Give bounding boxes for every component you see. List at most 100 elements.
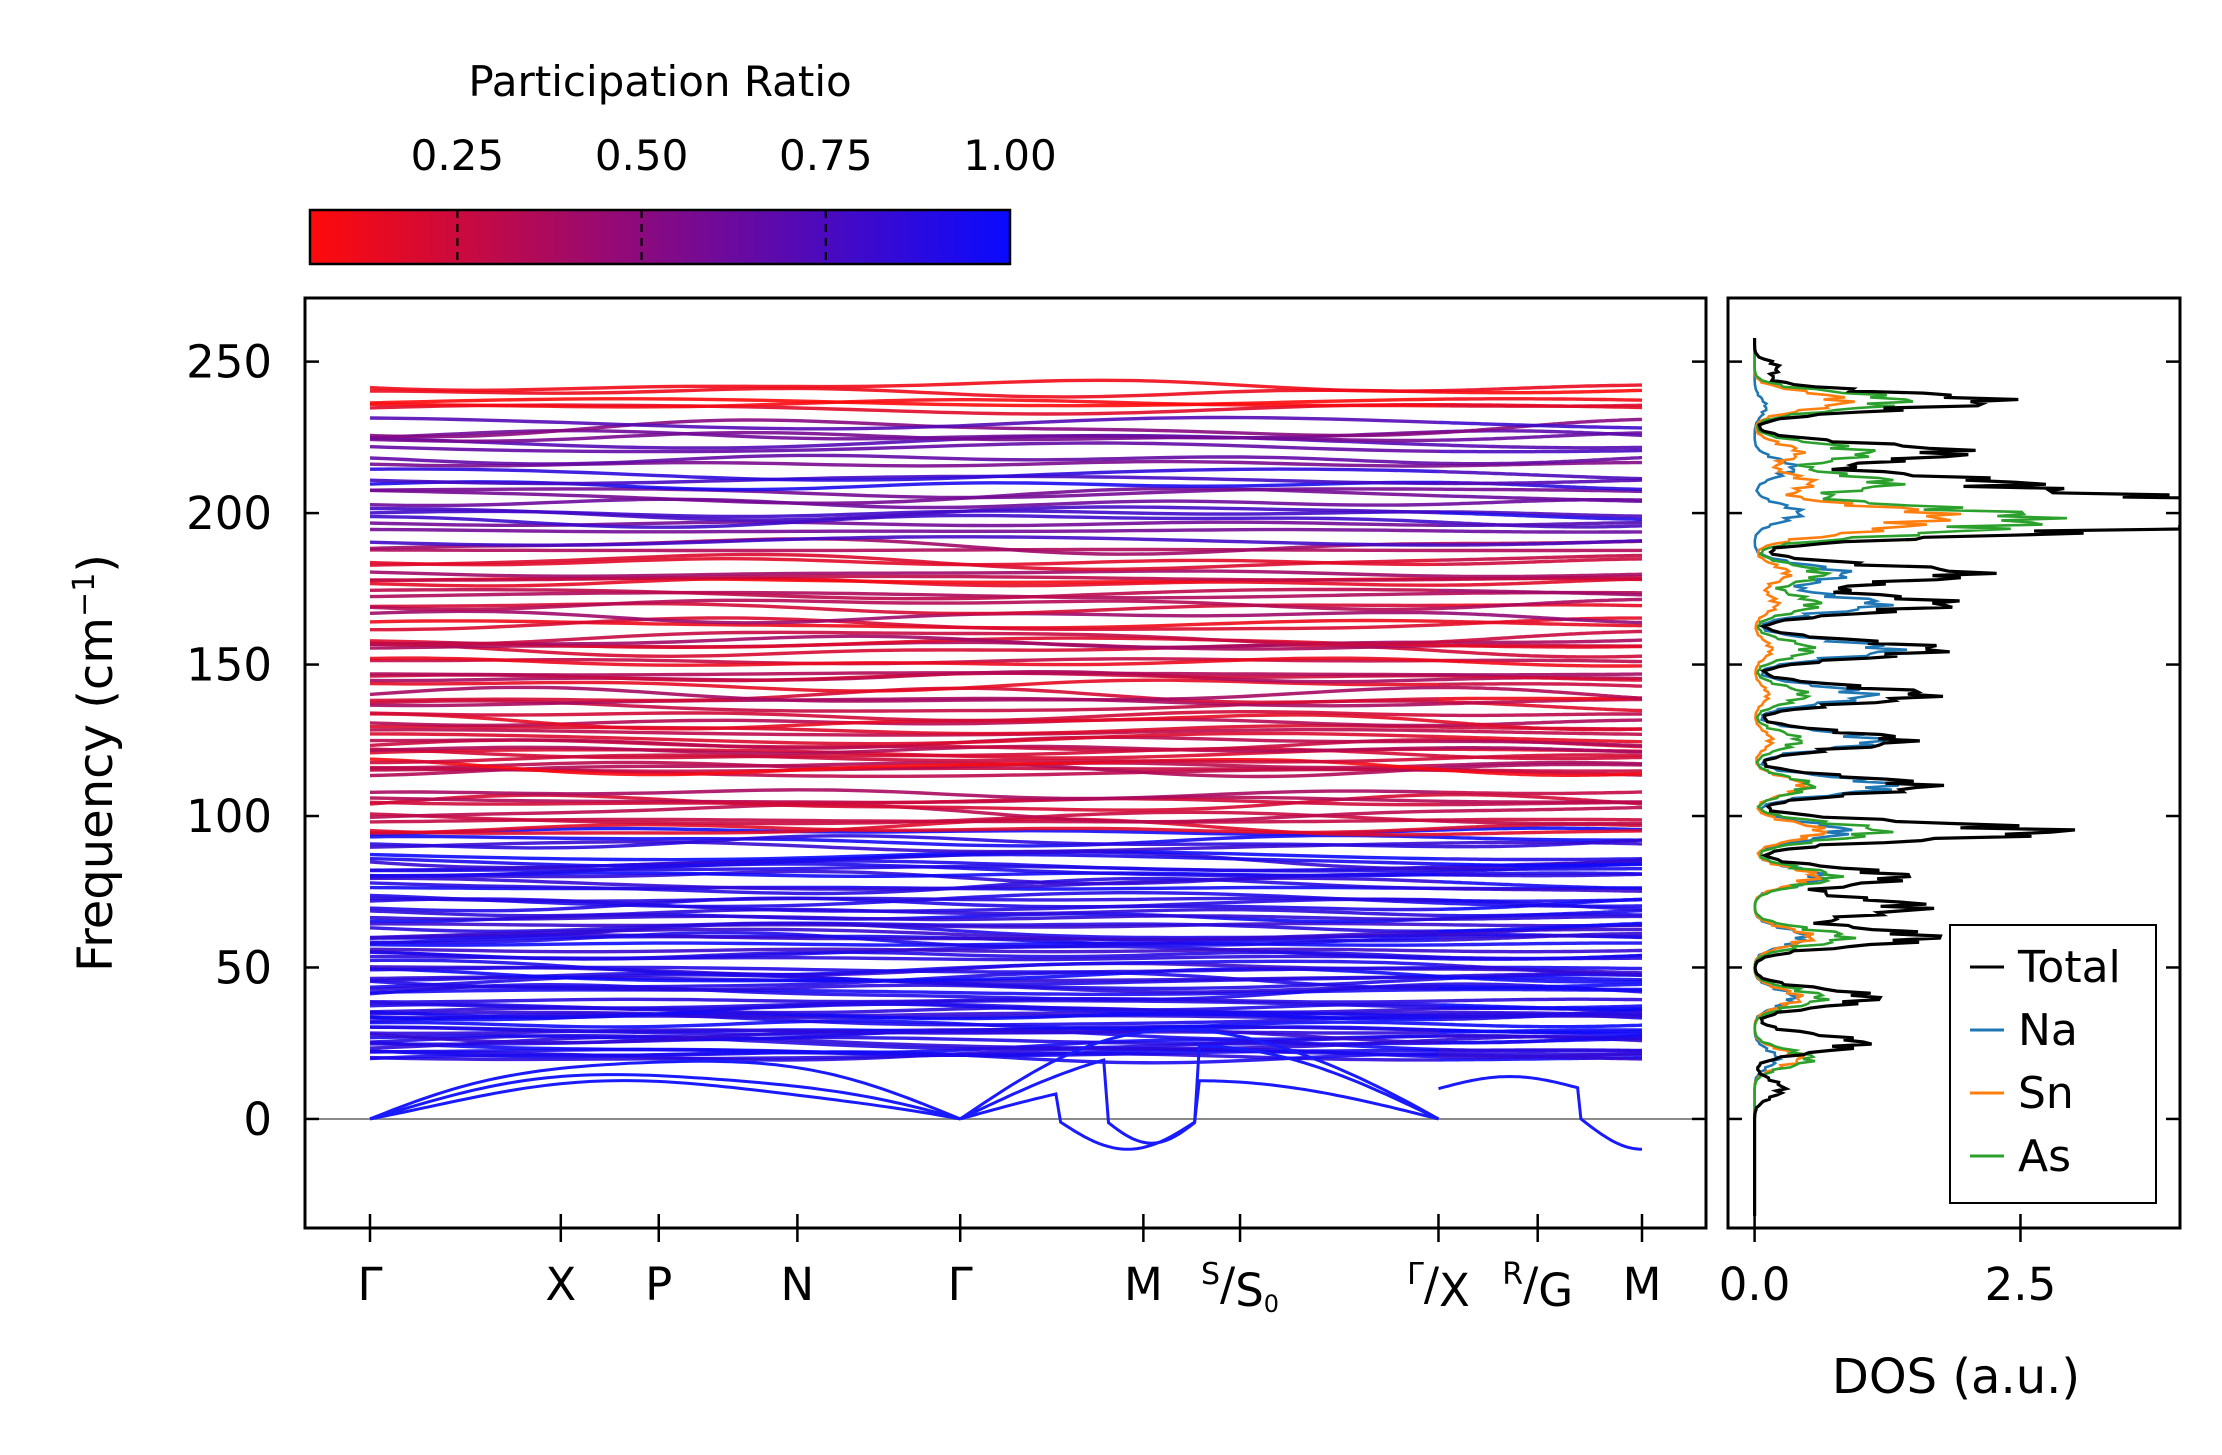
acoustic-branch [369, 1073, 961, 1121]
optical-band [1438, 901, 1642, 908]
optical-band [1438, 682, 1643, 688]
acoustic-branch [369, 1059, 961, 1121]
optical-band [369, 598, 1439, 612]
optical-band [1438, 511, 1642, 521]
acoustic-branch [1438, 1074, 1643, 1151]
optical-band [1438, 734, 1643, 744]
optical-band [1438, 494, 1643, 503]
optical-band [369, 921, 1439, 934]
optical-band [369, 930, 1439, 949]
optical-band [369, 822, 1439, 835]
optical-band [1438, 638, 1643, 644]
optical-band [1438, 658, 1642, 668]
optical-band [369, 513, 1439, 529]
optical-band [1438, 629, 1642, 644]
optical-band [369, 453, 1439, 466]
optical-band [1438, 572, 1643, 579]
optical-band [369, 891, 1439, 909]
optical-band [369, 634, 1439, 649]
k-point-label: Γ [948, 1258, 973, 1311]
optical-band [1438, 388, 1642, 395]
optical-band [369, 415, 1439, 431]
optical-band [369, 696, 1439, 708]
k-point-label: S/S0 [1201, 1257, 1279, 1318]
dos-series-total [1753, 338, 2180, 1216]
optical-band [1438, 921, 1643, 933]
optical-band [1438, 397, 1643, 402]
optical-band [369, 685, 1439, 703]
optical-band [1438, 448, 1642, 454]
band-plot-frame [303, 296, 1708, 1230]
legend-label: Sn [2018, 1068, 2074, 1119]
optical-band [1438, 443, 1642, 450]
optical-band [369, 441, 1439, 454]
optical-band [1438, 838, 1643, 849]
optical-band [1438, 520, 1643, 529]
k-point-label: M [1623, 1258, 1662, 1311]
optical-band [369, 505, 1439, 522]
optical-band [369, 876, 1439, 896]
legend-label: Na [2018, 1005, 2078, 1056]
optical-band [1438, 898, 1643, 903]
optical-band [1438, 941, 1642, 947]
optical-band [1438, 997, 1643, 1003]
optical-band [1438, 1047, 1642, 1053]
optical-band [369, 988, 1439, 997]
optical-band [369, 817, 1439, 837]
optical-band [1438, 696, 1643, 701]
optical-band [369, 497, 1439, 510]
acoustic-branch [369, 1079, 961, 1121]
k-point-label: Γ/X [1407, 1257, 1470, 1317]
optical-band [1438, 553, 1643, 562]
optical-band [1438, 1007, 1643, 1019]
optical-band [369, 833, 1439, 848]
optical-band [370, 616, 1439, 632]
optical-band [369, 1012, 1439, 1027]
optical-band [369, 810, 1439, 826]
optical-band [369, 712, 1439, 731]
optical-band [1438, 800, 1642, 807]
optical-band [1438, 826, 1643, 832]
optical-band [369, 753, 1439, 765]
dos-series-as [1753, 338, 2067, 1216]
colorbar-tick-label: 0.50 [595, 131, 689, 180]
legend-label: As [2018, 1131, 2071, 1182]
acoustic-branch [959, 1079, 1439, 1151]
optical-band [1438, 931, 1642, 942]
optical-band [369, 744, 1439, 756]
optical-band [369, 840, 1439, 854]
optical-band [1438, 963, 1643, 977]
optical-band [369, 849, 1439, 862]
optical-band [370, 735, 1439, 750]
optical-band [369, 398, 1439, 409]
optical-band [1438, 712, 1642, 718]
dos-series-na [1753, 338, 1907, 1216]
optical-band [369, 535, 1439, 547]
optical-band [369, 869, 1439, 886]
optical-band [1438, 948, 1642, 954]
optical-band [1438, 597, 1643, 611]
dos-panel: 0.0 2.5 DOS (a.u.) Total Na Sn As [1719, 296, 2182, 1405]
optical-band [369, 834, 1439, 850]
optical-band [369, 896, 1439, 903]
optical-band [370, 724, 1439, 736]
optical-band [369, 678, 1439, 693]
optical-band [369, 797, 1439, 807]
optical-band [1438, 729, 1642, 736]
optical-band [1438, 469, 1643, 481]
optical-band [1438, 835, 1642, 842]
y-axis-label: Frequency (cm−1) [67, 554, 124, 972]
optical-band [1438, 862, 1643, 868]
optical-band [1438, 805, 1642, 813]
optical-band [1438, 880, 1642, 891]
optical-band [1438, 487, 1643, 494]
optical-band [1438, 616, 1642, 627]
optical-band [370, 731, 1439, 746]
optical-band [1438, 649, 1642, 659]
k-point-label: Γ [357, 1258, 382, 1311]
optical-band [369, 982, 1439, 1002]
optical-band [370, 864, 1439, 873]
optical-band [1438, 575, 1642, 582]
optical-band [1438, 1028, 1643, 1036]
